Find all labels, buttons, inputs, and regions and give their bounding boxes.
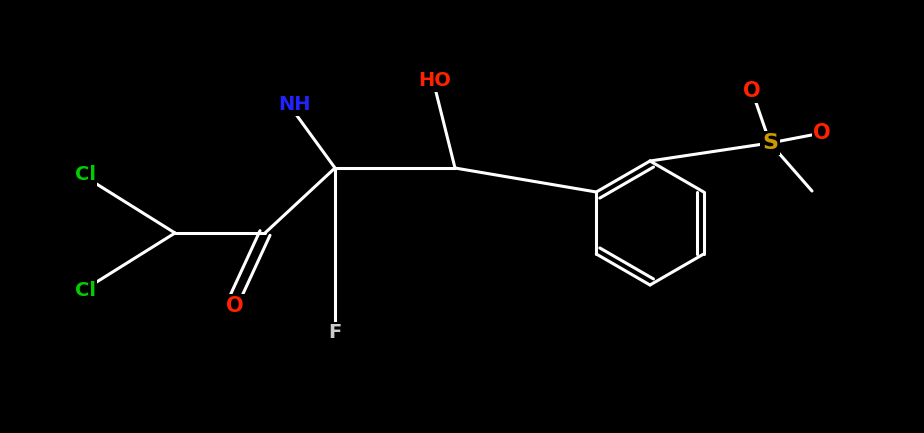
Text: Cl: Cl [75,165,95,184]
Text: O: O [226,296,244,316]
Text: S: S [762,133,778,153]
Text: O: O [743,81,760,101]
Text: Cl: Cl [75,281,95,301]
Text: O: O [813,123,831,143]
Text: HO: HO [419,71,452,90]
Text: F: F [328,323,342,343]
Text: NH: NH [279,96,311,114]
